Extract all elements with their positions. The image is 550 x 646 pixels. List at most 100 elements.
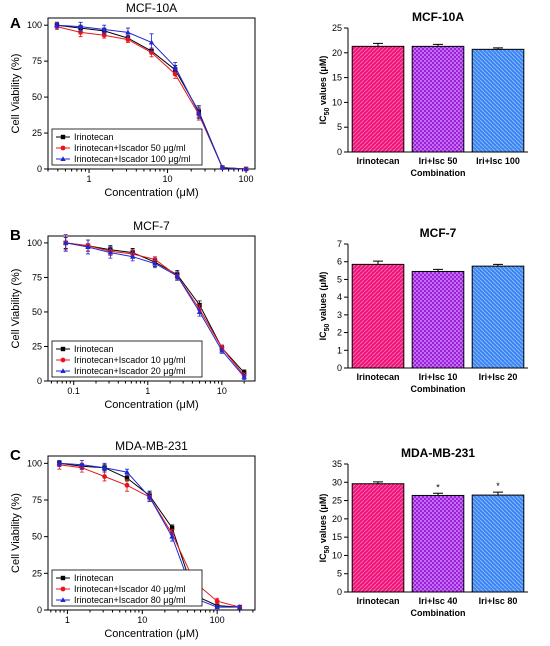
y-axis-label-suffix: values (μM) (318, 272, 328, 324)
series-2 (54, 21, 249, 171)
y-tick-label: 4 (337, 292, 342, 302)
y-tick-label: 25 (32, 568, 42, 578)
y-tick-label: 100 (27, 458, 42, 468)
y-tick-label: 50 (32, 92, 42, 102)
x-tick-label: 1 (145, 386, 150, 396)
y-axis-label-prefix: IC (318, 115, 328, 125)
bar (471, 265, 525, 369)
error-bar (433, 492, 443, 496)
y-tick-label: 20 (332, 48, 342, 58)
y-tick-label: 75 (32, 272, 42, 282)
category-label: Iri+Isc 100 (476, 156, 520, 166)
y-axis-label-suffix: values (μM) (318, 494, 328, 546)
x-tick-label: 1 (65, 615, 70, 625)
error-bar (493, 263, 503, 267)
y-tick-label: 30 (332, 477, 342, 487)
y-axis-label: IC50 values (μM) (318, 494, 331, 563)
bar-chart: MDA-MB-231 0 5 10 15 20 25 30 35 Irinotecan * Iri+I… (318, 446, 528, 618)
data-point (152, 260, 158, 266)
legend-label: Irinotecan+Iscador 80 μg/ml (74, 595, 186, 605)
legend-label: Irinotecan+Iscador 10 μg/ml (74, 355, 186, 365)
legend-label: Irinotecan+Iscador 100 μg/ml (74, 154, 191, 164)
error-bar (433, 268, 443, 272)
x-tick-label: 10 (217, 386, 227, 396)
data-point (172, 71, 178, 77)
legend-label: Irinotecan+Iscador 20 μg/ml (74, 366, 186, 376)
legend-swatch-marker (60, 156, 66, 161)
y-tick-label: 10 (332, 550, 342, 560)
data-point (124, 469, 130, 475)
category-label: Irinotecan (356, 156, 399, 166)
bar (351, 45, 405, 153)
category-label: Iri+Isc 40 (419, 596, 458, 606)
y-tick-label: 75 (32, 56, 42, 66)
series-2 (56, 460, 243, 610)
panel-label: C (10, 447, 21, 464)
x-tick-label: 10 (137, 615, 147, 625)
legend-swatch-marker (60, 368, 66, 373)
x-axis-label: Combination (411, 384, 466, 394)
y-axis-label-subscript: 50 (324, 108, 331, 116)
y-tick-label: 50 (32, 532, 42, 542)
y-tick-label: 35 (332, 459, 342, 469)
data-point (196, 309, 203, 314)
data-point (107, 249, 114, 255)
data-point (196, 110, 202, 115)
data-point (172, 64, 178, 69)
x-axis-label: Concentration (μM) (104, 187, 198, 199)
error-bar (493, 47, 503, 50)
data-point (237, 604, 243, 610)
y-tick-label: 7 (337, 239, 342, 249)
y-axis-label-text: IC50 values (μM) (318, 494, 331, 563)
y-tick-label: 50 (32, 307, 42, 317)
error-bar (373, 42, 383, 47)
y-tick-label: 75 (32, 495, 42, 505)
significance-marker: * (496, 481, 500, 491)
y-axis-label: IC50 values (μM) (318, 272, 331, 341)
legend-swatch-marker (60, 586, 66, 592)
category-label: Iri+Isc 20 (479, 372, 518, 382)
data-point (79, 462, 85, 467)
bar (411, 270, 465, 369)
data-point (77, 23, 84, 29)
bar (471, 494, 525, 593)
data-point (54, 22, 60, 28)
chart-title: MCF-7 (420, 226, 457, 240)
error-bar (373, 260, 383, 265)
bar (411, 45, 465, 153)
x-axis-label: Combination (411, 608, 466, 618)
series-2 (62, 234, 247, 381)
legend-label: Irinotecan+Iscador 50 μg/ml (74, 143, 186, 153)
y-tick-label: 25 (32, 128, 42, 138)
y-axis-label: Cell Viability (%) (10, 54, 22, 134)
y-tick-label: 15 (332, 532, 342, 542)
x-tick-label: 10 (163, 174, 173, 184)
line-chart: MCF-7 0 25 50 75 100 0.1 1 10 Concentration (μM) C… (10, 219, 256, 411)
data-point (124, 482, 130, 488)
data-point (243, 166, 249, 171)
legend-label: Irinotecan (74, 132, 114, 142)
data-point (56, 460, 63, 466)
line-chart: MCF-10A 0 25 50 75 100 1 10 100 Concentration (μM… (10, 1, 256, 199)
data-point (169, 533, 175, 539)
y-tick-label: 0 (337, 587, 342, 597)
plot-frame (47, 17, 256, 170)
legend-box (51, 569, 203, 607)
error-bar (493, 491, 503, 496)
chart-title: MDA-MB-231 (115, 439, 188, 453)
x-tick-label: 100 (239, 174, 254, 184)
bar (411, 494, 465, 593)
data-point (148, 39, 155, 45)
y-axis-label: Cell Viability (%) (10, 493, 22, 573)
line-chart: MDA-MB-231 0 25 50 75 100 1 10 100 Concentration … (10, 439, 256, 640)
y-tick-label: 10 (332, 97, 342, 107)
y-tick-label: 5 (337, 122, 342, 132)
data-point (219, 164, 226, 170)
y-tick-label: 0 (37, 164, 42, 174)
data-point (125, 37, 131, 42)
y-tick-label: 20 (332, 514, 342, 524)
x-axis-label: Concentration (μM) (104, 399, 198, 411)
